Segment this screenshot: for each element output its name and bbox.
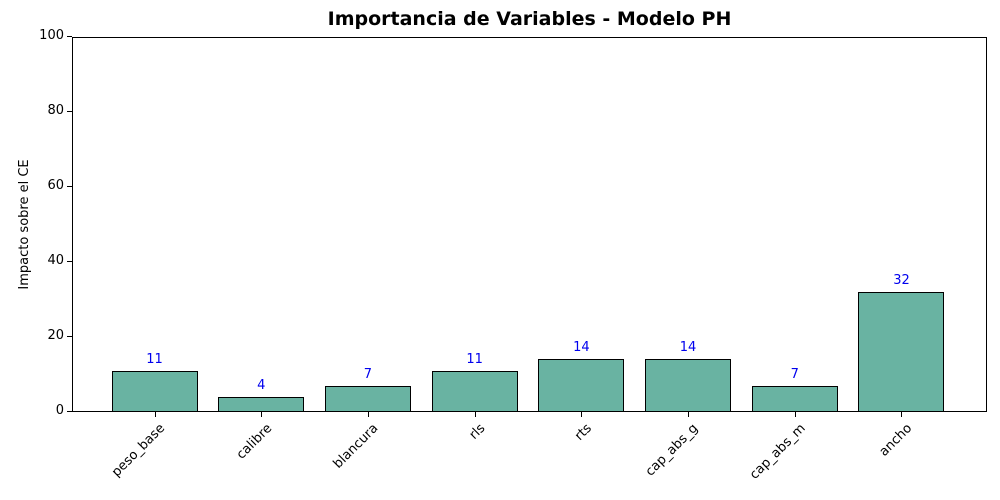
x-tick-label: cap_abs_m [746, 421, 809, 483]
x-tick-label: calibre [233, 421, 275, 463]
y-tick-mark [67, 336, 72, 337]
bar-value-label: 11 [146, 352, 163, 367]
x-tick-mark [154, 412, 156, 417]
y-tick-label: 0 [55, 403, 64, 418]
y-tick-label: 100 [39, 28, 64, 43]
chart-title: Importancia de Variables - Modelo PH [327, 8, 732, 30]
y-tick-mark [67, 111, 72, 112]
bar-peso_base [111, 371, 198, 412]
y-tick-mark [67, 261, 72, 262]
bar-value-label: 14 [573, 340, 590, 355]
y-tick-label: 20 [47, 328, 64, 343]
bar-value-label: 11 [466, 352, 483, 367]
bar-cap_abs_g [645, 359, 732, 412]
bar-value-label: 7 [790, 367, 799, 382]
y-tick-mark [67, 411, 72, 412]
plot-area [72, 37, 987, 412]
x-tick-label: rls [466, 421, 489, 443]
x-tick-mark [794, 412, 796, 417]
bar-value-label: 14 [679, 340, 697, 355]
y-tick-label: 40 [47, 253, 64, 268]
bar-value-label: 32 [893, 273, 910, 288]
y-tick-mark [67, 186, 72, 187]
x-tick-label: rts [572, 421, 595, 444]
x-tick-label: ancho [876, 421, 916, 460]
bar-rts [538, 359, 625, 412]
y-tick-mark [67, 36, 72, 37]
x-tick-mark [261, 412, 263, 417]
x-tick-label: blancura [330, 421, 382, 472]
x-tick-mark [367, 412, 369, 417]
y-axis-label: Impacto sobre el CE [17, 159, 32, 290]
x-tick-mark [901, 412, 903, 417]
bar-rls [431, 371, 518, 412]
bar-value-label: 4 [257, 378, 266, 393]
bar-calibre [218, 397, 305, 412]
y-tick-label: 60 [47, 178, 64, 193]
x-tick-mark [688, 412, 690, 417]
bar-cap_abs_m [751, 386, 838, 412]
x-tick-label: cap_abs_g [643, 421, 702, 480]
x-tick-mark [474, 412, 476, 417]
y-tick-label: 80 [47, 103, 64, 118]
x-tick-label: peso_base [109, 421, 169, 481]
bar-ancho [858, 292, 945, 412]
x-tick-mark [581, 412, 583, 417]
bar-blancura [324, 386, 411, 412]
bar-value-label: 7 [363, 367, 373, 382]
